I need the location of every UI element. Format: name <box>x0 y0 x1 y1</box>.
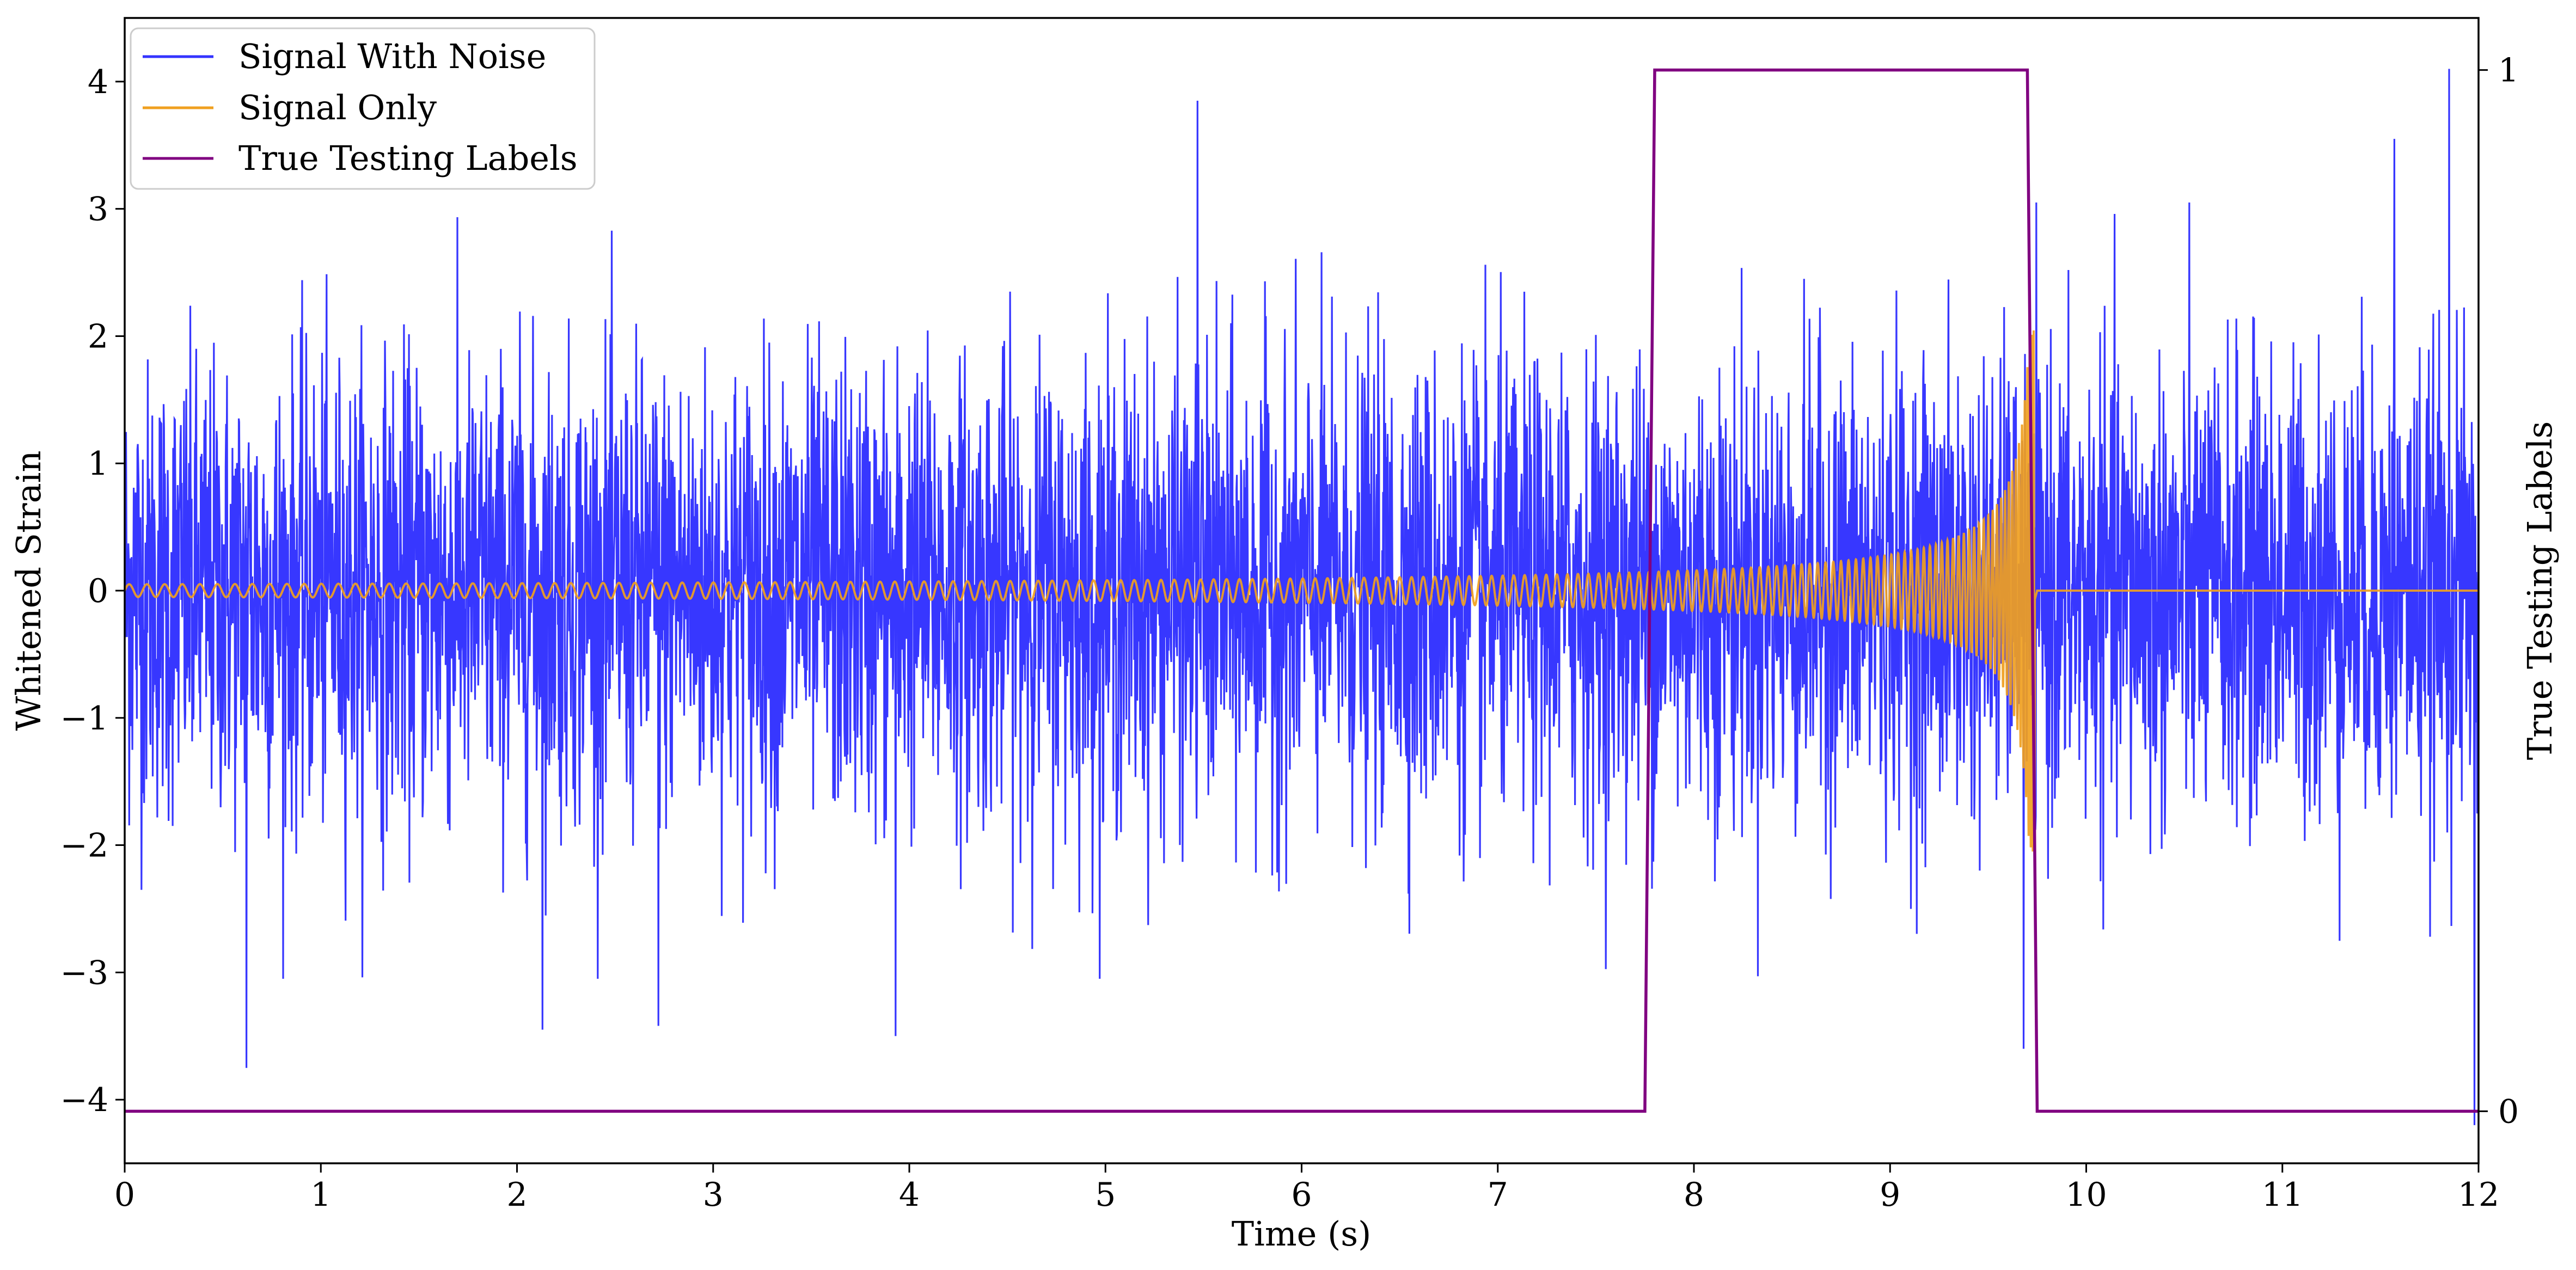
series-signal-only <box>125 329 2479 852</box>
x-tick-label: 10 <box>2065 1176 2107 1214</box>
y-axis-left: −4 −3 −2 −1 0 1 2 3 4 <box>60 63 125 1119</box>
series-true-testing-labels <box>125 68 2479 1113</box>
legend-label-signal-only: Signal Only <box>238 88 437 127</box>
x-axis-title: Time (s) <box>1232 1214 1372 1254</box>
signal-only-line <box>125 329 2479 852</box>
series-signal-with-noise <box>125 69 2479 1125</box>
y-tick-label: −1 <box>60 700 108 738</box>
x-tick-label: 8 <box>1684 1176 1704 1214</box>
y-tick-label: 1 <box>88 445 108 483</box>
x-tick-label: 2 <box>506 1176 527 1214</box>
x-tick-label: 5 <box>1095 1176 1116 1214</box>
y2-axis-title: True Testing Labels <box>2520 421 2560 760</box>
y-tick-label: 0 <box>88 572 108 610</box>
y-axis-title: Whitened Strain <box>9 451 48 731</box>
x-tick-label: 9 <box>1880 1176 1900 1214</box>
x-tick-label: 11 <box>2262 1176 2303 1214</box>
x-tick-label: 7 <box>1488 1176 1508 1214</box>
y2-tick-label: 0 <box>2498 1093 2519 1131</box>
x-tick-label: 6 <box>1291 1176 1312 1214</box>
legend-label-signal-with-noise: Signal With Noise <box>238 36 546 76</box>
y-tick-label: −3 <box>60 954 108 992</box>
y2-tick-label: 1 <box>2498 52 2519 90</box>
legend: Signal With Noise Signal Only True Testi… <box>130 27 596 190</box>
y-tick-label: −4 <box>60 1081 108 1119</box>
y-tick-label: −2 <box>60 827 108 865</box>
x-axis: 0 1 2 3 4 5 6 7 8 9 10 11 12 <box>114 1163 2499 1214</box>
signal-with-noise-line <box>125 69 2479 1125</box>
x-tick-label: 3 <box>703 1176 724 1214</box>
y-tick-label: 4 <box>88 63 108 101</box>
x-tick-label: 4 <box>899 1176 920 1214</box>
y-axis-right: 01 <box>2479 52 2519 1131</box>
x-tick-label: 0 <box>114 1176 135 1214</box>
legend-box <box>130 27 596 190</box>
legend-label-true-testing-labels: True Testing Labels <box>238 138 578 178</box>
x-tick-label: 12 <box>2458 1176 2499 1214</box>
x-tick-label: 1 <box>310 1176 331 1214</box>
y-tick-label: 3 <box>88 191 108 229</box>
y-tick-label: 2 <box>88 317 108 355</box>
true-testing-labels-line <box>125 68 2479 1113</box>
